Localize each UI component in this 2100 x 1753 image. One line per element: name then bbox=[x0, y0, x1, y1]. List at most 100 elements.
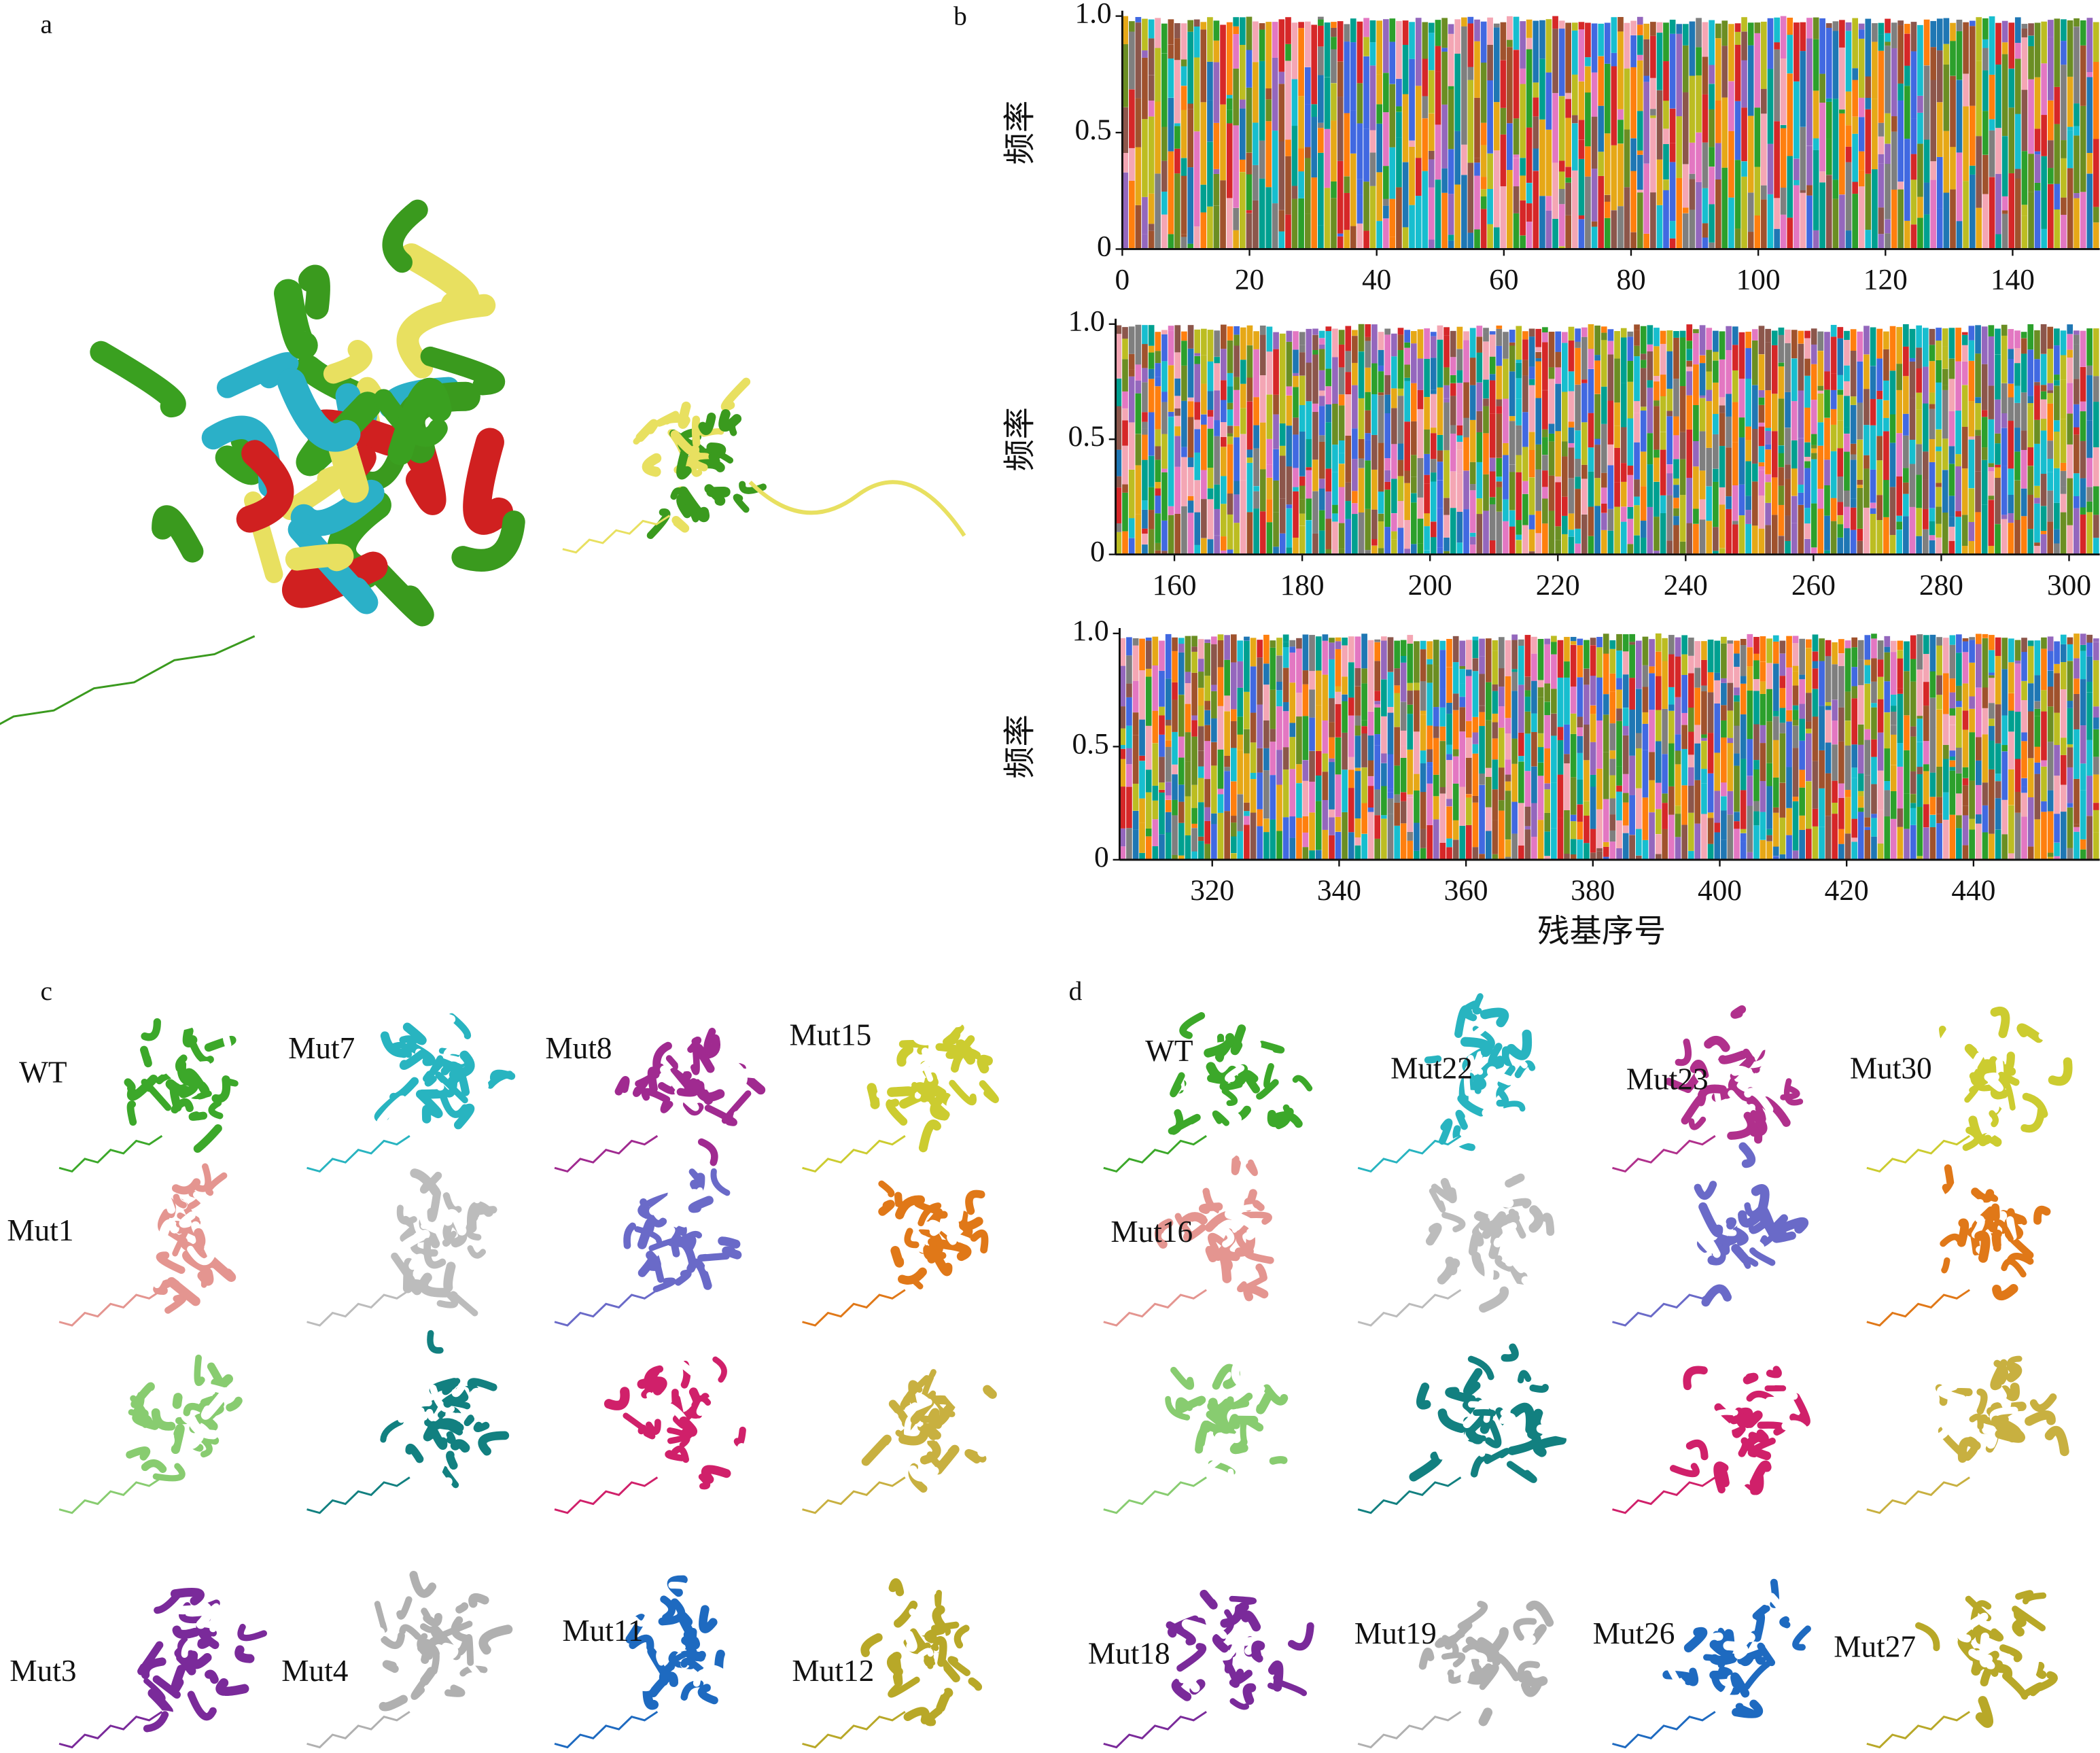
logo-glyph bbox=[1673, 331, 1679, 338]
logo-glyph bbox=[1174, 325, 1181, 353]
logo-glyph bbox=[1422, 58, 1429, 97]
logo-glyph bbox=[1446, 638, 1452, 667]
logo-glyph bbox=[2047, 790, 2054, 812]
logo-glyph bbox=[1309, 689, 1315, 718]
protein-structure bbox=[307, 1570, 513, 1749]
logo-glyph bbox=[1962, 638, 1969, 642]
logo-glyph bbox=[1727, 814, 1734, 860]
ribbon bbox=[2048, 1057, 2073, 1086]
logo-glyph bbox=[1666, 473, 1673, 496]
ribbon bbox=[449, 1050, 475, 1080]
logo-glyph bbox=[2014, 178, 2021, 249]
ribbon bbox=[141, 1018, 161, 1041]
logo-glyph bbox=[2060, 512, 2067, 555]
logo-glyph bbox=[1955, 517, 1961, 555]
logo-glyph bbox=[1265, 88, 1272, 100]
logo-glyph bbox=[1956, 653, 1962, 686]
logo-glyph bbox=[1273, 394, 1279, 415]
logo-glyph bbox=[1191, 828, 1197, 852]
ribbon bbox=[382, 199, 428, 273]
ribbon bbox=[1745, 1433, 1772, 1461]
logo-glyph bbox=[1955, 361, 1961, 411]
logo-glyph bbox=[1533, 148, 1539, 171]
logo-glyph bbox=[1943, 44, 1950, 65]
logo-glyph bbox=[1714, 832, 1721, 860]
logo-glyph bbox=[1942, 346, 1948, 369]
logo-glyph bbox=[1152, 710, 1159, 744]
ribbon bbox=[1992, 1284, 2018, 1301]
logo-glyph bbox=[2054, 776, 2060, 814]
ribbon bbox=[878, 1180, 895, 1198]
logo-glyph bbox=[1819, 73, 1825, 103]
logo-glyph bbox=[1989, 809, 1995, 834]
logo-glyph bbox=[1591, 221, 1598, 227]
logo-glyph bbox=[1791, 523, 1798, 555]
logo-glyph bbox=[2093, 803, 2099, 810]
logo-glyph bbox=[1420, 640, 1427, 650]
logo-glyph bbox=[1178, 643, 1185, 653]
logo-glyph bbox=[1837, 394, 1844, 421]
logo-glyph bbox=[2054, 745, 2060, 776]
logo-glyph bbox=[1922, 451, 1929, 480]
logo-glyph bbox=[1159, 782, 1165, 790]
logo-glyph bbox=[1197, 802, 1204, 837]
logo-glyph bbox=[2048, 184, 2054, 249]
logo-glyph bbox=[1384, 527, 1391, 555]
ribbon bbox=[126, 1074, 158, 1101]
logo-glyph bbox=[1394, 802, 1401, 826]
logo-glyph bbox=[1342, 645, 1348, 677]
logo-glyph bbox=[1119, 638, 1126, 666]
logo-glyph bbox=[1688, 754, 1694, 767]
logo-glyph bbox=[1707, 639, 1714, 673]
ribbon bbox=[171, 1423, 185, 1455]
logo-glyph bbox=[1387, 712, 1394, 754]
ribbon bbox=[2001, 1258, 2027, 1278]
logo-glyph bbox=[1709, 84, 1715, 109]
ribbon bbox=[1457, 1206, 1476, 1223]
logo-glyph bbox=[1968, 439, 1975, 489]
logo-glyph bbox=[1381, 716, 1387, 754]
logo-glyph bbox=[1135, 324, 1142, 365]
logo-glyph bbox=[1272, 131, 1278, 204]
logo-glyph bbox=[1148, 100, 1155, 117]
ribbon bbox=[2025, 1410, 2056, 1426]
logo-glyph bbox=[1727, 710, 1734, 738]
x-tick-label: 140 bbox=[1991, 264, 2035, 296]
logo-glyph bbox=[1715, 143, 1721, 180]
logo-glyph bbox=[1378, 548, 1384, 555]
logo-glyph bbox=[1304, 158, 1311, 214]
logo-glyph bbox=[1414, 690, 1420, 732]
ribbon bbox=[1730, 1164, 1762, 1179]
logo-glyph bbox=[1253, 508, 1259, 555]
logo-glyph bbox=[1765, 525, 1771, 555]
logo-glyph bbox=[1785, 515, 1791, 541]
logo-glyph bbox=[1851, 778, 1858, 819]
logo-glyph bbox=[1407, 691, 1414, 705]
logo-glyph bbox=[1427, 725, 1433, 750]
logo-glyph bbox=[1259, 325, 1266, 335]
logo-glyph bbox=[1734, 753, 1740, 766]
ribbon bbox=[396, 1204, 417, 1225]
logo-glyph bbox=[1220, 104, 1226, 181]
logo-glyph bbox=[1581, 479, 1588, 515]
logo-glyph bbox=[1568, 513, 1575, 530]
logo-glyph bbox=[1760, 681, 1766, 694]
logo-glyph bbox=[1487, 188, 1493, 224]
logo-glyph bbox=[1469, 419, 1476, 462]
logo-glyph bbox=[1772, 663, 1779, 711]
logo-glyph bbox=[1976, 814, 1982, 824]
logo-glyph bbox=[1765, 474, 1771, 483]
logo-glyph bbox=[1315, 670, 1322, 706]
logo-glyph bbox=[1545, 72, 1552, 130]
logo-glyph bbox=[1942, 389, 1948, 439]
logo-glyph bbox=[2054, 529, 2060, 544]
ribbon bbox=[465, 1214, 482, 1241]
logo-glyph bbox=[1627, 336, 1634, 361]
logo-glyph bbox=[1197, 778, 1204, 803]
logo-glyph bbox=[1437, 339, 1443, 387]
logo-glyph bbox=[1513, 213, 1520, 249]
logo-glyph bbox=[2021, 651, 2027, 681]
logo-glyph bbox=[1647, 325, 1653, 345]
logo-glyph bbox=[1653, 449, 1660, 458]
logo-glyph bbox=[1890, 640, 1897, 653]
